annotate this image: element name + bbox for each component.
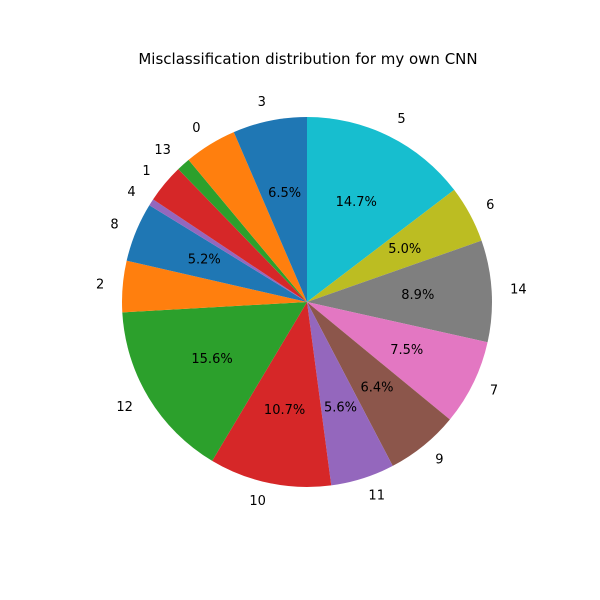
slice-label-8: 8	[110, 218, 118, 233]
slice-label-3: 3	[258, 95, 266, 110]
slice-label-9: 9	[435, 452, 443, 467]
pie-slice-12	[122, 302, 307, 461]
pie-slice-0	[188, 132, 307, 302]
pie-slice-14	[307, 240, 493, 343]
slice-label-10: 10	[249, 494, 266, 509]
pie-slice-9	[307, 302, 450, 466]
slice-pct-9: 6.4%	[360, 381, 393, 396]
pie-slice-7	[307, 302, 488, 420]
slice-label-1: 1	[142, 164, 150, 179]
pie-slice-1	[153, 169, 307, 302]
slice-label-7: 7	[490, 384, 498, 399]
pie-slice-5	[307, 117, 455, 302]
slice-label-5: 5	[397, 112, 405, 127]
pie-slice-13	[178, 159, 307, 302]
slice-pct-12: 15.6%	[191, 352, 232, 367]
slice-pct-6: 5.0%	[388, 242, 421, 257]
slice-label-2: 2	[96, 277, 104, 292]
slice-label-14: 14	[510, 282, 527, 297]
pie-slice-2	[122, 260, 307, 313]
slice-label-11: 11	[368, 489, 385, 504]
slice-label-13: 13	[154, 143, 171, 158]
slice-pct-5: 14.7%	[336, 195, 377, 210]
pie-slice-4	[149, 199, 307, 302]
slice-pct-8: 5.2%	[188, 253, 221, 268]
slice-label-6: 6	[486, 198, 494, 213]
slice-pct-14: 8.9%	[401, 288, 434, 303]
slice-pct-7: 7.5%	[390, 343, 423, 358]
pie-slice-10	[212, 302, 332, 487]
pie-slice-11	[307, 302, 393, 486]
slice-label-0: 0	[192, 121, 200, 136]
slice-label-4: 4	[127, 185, 135, 200]
pie-slice-8	[126, 205, 308, 302]
pie-labels: 514.7% 65.0%148.9%77.5%96.4%115.6%1010.7%…	[96, 95, 527, 509]
chart-title: Misclassification distribution for my ow…	[138, 50, 477, 68]
slice-pct-10: 10.7%	[264, 403, 305, 418]
slice-pct-3: 6.5%	[268, 186, 301, 201]
slice-pct-11: 5.6%	[324, 400, 357, 415]
pie-slice-6	[307, 189, 482, 302]
pie-slice-3	[233, 117, 307, 302]
pie-slices	[122, 117, 493, 487]
slice-label-12: 12	[116, 400, 133, 415]
